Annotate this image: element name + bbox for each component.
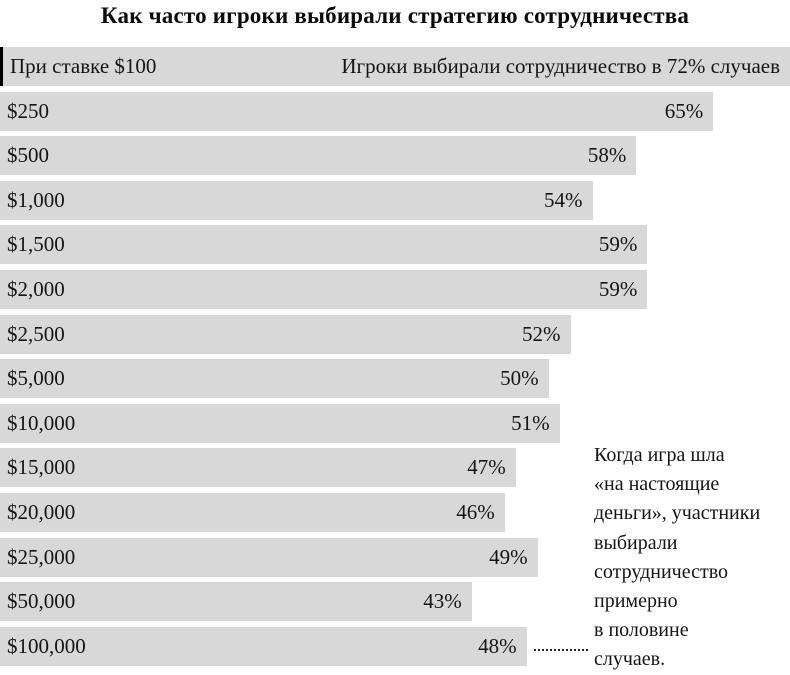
chart-title: Как часто игроки выбирали стратегию сотр…	[100, 3, 690, 28]
stake-label: $50,000	[7, 589, 76, 614]
bar-stake-25000: $25,000 49%	[0, 537, 538, 577]
annotation-line: «на настоящие	[594, 473, 720, 496]
value-label: 65%	[664, 98, 704, 123]
bar-stake-250: $250 65%	[0, 91, 714, 131]
value-label: 52%	[522, 321, 561, 346]
value-label: 59%	[598, 276, 638, 301]
stake-label: $10,000	[7, 410, 76, 435]
stake-label: $5,000	[7, 366, 65, 391]
bar-stake-100: При ставке $100 Игроки выбирали сотрудни…	[0, 47, 790, 86]
bar-stake-15000: $15,000 47%	[0, 448, 516, 488]
bar-row: $1,000 54%	[0, 180, 790, 220]
bar-row: $250 65%	[0, 91, 790, 131]
value-label: 48%	[478, 633, 517, 658]
bar-row: $50,000 43%	[0, 582, 790, 622]
annotation-line: выбирали	[594, 531, 678, 554]
bar-stake-10000: $10,000 51%	[0, 403, 560, 443]
value-label: 54%	[544, 187, 583, 212]
bar-row: $25,000 49%	[0, 537, 790, 577]
bar-row: $10,000 51%	[0, 403, 790, 443]
stake-label: $250	[7, 98, 49, 123]
stake-label: $1,500	[7, 232, 65, 257]
annotation-line: сотрудничество	[594, 560, 729, 583]
bar-row: $1,500 59%	[0, 225, 790, 265]
stake-label: $2,500	[7, 321, 65, 346]
stake-label: $500	[7, 143, 49, 168]
annotation-line: Когда игра шла	[594, 444, 725, 466]
stake-label: $1,000	[7, 187, 65, 212]
annotation-line: примерно	[594, 590, 678, 613]
stake-label: $2,000	[7, 276, 65, 301]
bar-stake-50000: $50,000 43%	[0, 582, 472, 622]
bar-row: $500 58%	[0, 136, 790, 176]
value-label: 50%	[500, 366, 539, 391]
bar-row: $2,500 52%	[0, 314, 790, 354]
bar-stake-20000: $20,000 46%	[0, 492, 505, 532]
value-label: 49%	[489, 544, 528, 569]
bar-row: $2,000 59%	[0, 269, 790, 309]
stake-label: При ставке $100	[10, 54, 157, 78]
bar-stake-2500: $2,500 52%	[0, 314, 571, 354]
annotation-line: в половине	[594, 619, 689, 642]
annotation-line: случаев.	[594, 648, 666, 671]
bar-row: $20,000 46%	[0, 492, 790, 532]
bar-stake-1500: $1,500 59%	[0, 225, 648, 265]
value-label: 43%	[423, 589, 462, 614]
stake-label: $25,000	[7, 544, 76, 569]
bars-area: При ставке $100 Игроки выбирали сотрудни…	[0, 47, 790, 666]
bar-stake-500: $500 58%	[0, 136, 637, 176]
value-label: 58%	[587, 143, 627, 168]
bar-row: $5,000 50%	[0, 359, 790, 399]
bar-row: При ставке $100 Игроки выбирали сотрудни…	[0, 47, 790, 86]
value-label: 46%	[456, 499, 495, 524]
annotation-line: деньги», участники	[594, 502, 761, 525]
stake-label: $15,000	[7, 455, 76, 480]
annotation: Когда игра шла «на настоящие деньги», уч…	[594, 441, 790, 675]
bar-stake-100000: $100,000 48%	[0, 626, 527, 666]
value-label: 59%	[598, 232, 638, 257]
value-label: Игроки выбирали сотрудничество в 72% слу…	[341, 54, 780, 78]
bar-row: $100,000 48%	[0, 626, 790, 666]
bar-row: $15,000 47%	[0, 448, 790, 488]
value-label: 47%	[467, 455, 506, 480]
dotted-connector	[534, 649, 588, 651]
bar-stake-2000: $2,000 59%	[0, 269, 648, 309]
stake-label: $20,000	[7, 499, 76, 524]
bar-stake-1000: $1,000 54%	[0, 180, 593, 220]
stake-label: $100,000	[7, 633, 86, 658]
bar-stake-5000: $5,000 50%	[0, 359, 549, 399]
value-label: 51%	[511, 410, 550, 435]
